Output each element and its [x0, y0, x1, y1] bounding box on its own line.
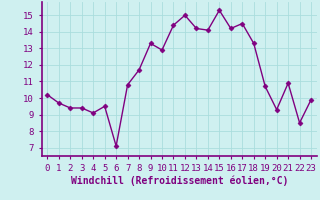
X-axis label: Windchill (Refroidissement éolien,°C): Windchill (Refroidissement éolien,°C): [70, 175, 288, 186]
